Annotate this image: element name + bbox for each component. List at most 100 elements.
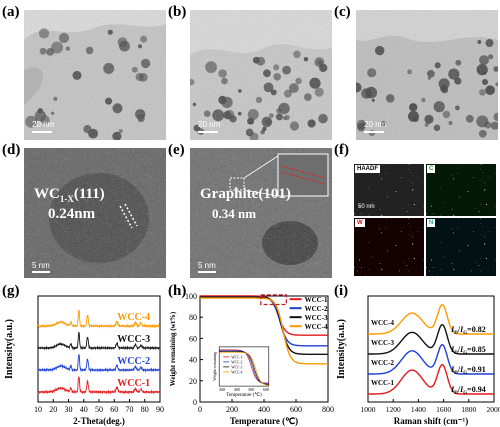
series-label: WCC-2 bbox=[371, 359, 394, 367]
edx-c-svg bbox=[426, 164, 496, 216]
x-tick-label: 1400 bbox=[411, 405, 426, 414]
inset-x-axis-label: Temperature (℃) bbox=[226, 392, 262, 398]
inset-x-tick-label: 600 bbox=[263, 387, 269, 392]
inset-legend-label: WCC-1 bbox=[231, 355, 242, 359]
x-tick-label: 50 bbox=[95, 405, 103, 414]
panel-label-h: (h) bbox=[168, 283, 187, 299]
series-label: WCC-4 bbox=[371, 319, 394, 327]
panel-label-a: (a) bbox=[2, 4, 20, 20]
xrd-series-line bbox=[37, 376, 161, 395]
inset-legend-label: WCC-3 bbox=[231, 365, 242, 369]
legend-label: WCC-2 bbox=[305, 305, 328, 313]
raman-series-line bbox=[368, 343, 494, 375]
x-tick-label: 400 bbox=[258, 405, 270, 414]
raman-series-line bbox=[368, 323, 494, 355]
panel-label-c: (c) bbox=[334, 4, 351, 20]
x-tick-label: 80 bbox=[141, 405, 149, 414]
panel-label-f: (f) bbox=[334, 142, 349, 158]
y-tick-label: 60 bbox=[189, 334, 197, 343]
lattice-annotation-d: WC1-X(111) bbox=[34, 186, 105, 204]
edx-label-n: N bbox=[427, 219, 436, 227]
y-axis-label: Intensity(a.u.) bbox=[336, 319, 347, 379]
tem-image-a bbox=[24, 10, 166, 140]
y-tick-label: 20 bbox=[189, 377, 197, 386]
inset-x-tick-label: 300 bbox=[219, 387, 225, 392]
raman-series-line bbox=[368, 303, 494, 335]
panel-label-d: (d) bbox=[2, 142, 21, 158]
x-tick-label: 600 bbox=[290, 405, 302, 414]
panel-label-i: (i) bbox=[334, 283, 349, 299]
x-tick-label: 90 bbox=[156, 405, 164, 414]
panel-label-g: (g) bbox=[2, 283, 20, 299]
x-axis-label: Temperature (℃) bbox=[230, 416, 298, 426]
tga-chart: 0 200 400 600 800 0 20 40 60 80 100 Temperature (℃)… bbox=[169, 292, 334, 426]
series-label: WCC-2 bbox=[117, 356, 150, 367]
series-label: WCC-3 bbox=[371, 339, 394, 347]
scale-text-c: 20 nm bbox=[364, 120, 387, 129]
legend-label: WCC-1 bbox=[305, 296, 328, 304]
x-tick-label: 30 bbox=[65, 405, 73, 414]
inset-series-line bbox=[219, 351, 269, 385]
y-tick-label: 100 bbox=[185, 292, 197, 301]
xrd-chart: 10 20 30 40 50 60 70 80 90 2-Theta(deg.) Intensity… bbox=[4, 295, 164, 426]
hrtem-e-svg bbox=[190, 148, 332, 278]
raman-series-line bbox=[368, 363, 494, 395]
edx-map-w: W bbox=[354, 218, 424, 276]
d-spacing-e: 0.34 nm bbox=[212, 206, 257, 221]
haadf-image: HAADF 50 nm bbox=[354, 164, 424, 216]
y-axis-label: Intensity(a.u.) bbox=[4, 319, 15, 379]
y-tick-label: 40 bbox=[189, 356, 197, 365]
x-tick-label: 200 bbox=[226, 405, 238, 414]
x-tick-label: 1600 bbox=[436, 405, 451, 414]
intensity-ratio-label: ID/IG=0.94 bbox=[450, 385, 486, 396]
x-tick-label: 70 bbox=[126, 405, 134, 414]
scale-text-a: 20 nm bbox=[32, 120, 55, 129]
x-tick-label: 20 bbox=[49, 405, 57, 414]
tem-image-c bbox=[356, 10, 498, 140]
d-spacing-d: 0.24nm bbox=[48, 206, 96, 222]
x-tick-label: 1200 bbox=[386, 405, 401, 414]
tem-a-svg bbox=[24, 10, 166, 140]
inset-series-line bbox=[219, 351, 269, 386]
scale-text-d: 5 nm bbox=[32, 261, 50, 270]
legend-label: WCC-3 bbox=[305, 314, 328, 322]
scale-bar-a bbox=[32, 131, 52, 133]
series-label: WCC-1 bbox=[117, 378, 150, 389]
inset-y-axis-label: Weight remaining bbox=[212, 352, 217, 381]
edx-map-c: C bbox=[426, 164, 496, 216]
y-axis-label: Weight remaining (wt%) bbox=[169, 311, 177, 386]
panel-label-b: (b) bbox=[168, 4, 187, 20]
xrd-series-line bbox=[37, 331, 161, 351]
scale-bar-b bbox=[198, 131, 218, 133]
intensity-ratio-label: ID/IG=0.82 bbox=[450, 325, 486, 336]
tga-series-line bbox=[200, 297, 328, 365]
hrtem-image-d bbox=[24, 148, 166, 278]
x-tick-label: 2000 bbox=[487, 405, 500, 414]
series-label: WCC-1 bbox=[371, 379, 394, 387]
x-tick-label: 0 bbox=[198, 405, 202, 414]
edx-n-svg bbox=[426, 218, 496, 276]
tga-series-line bbox=[200, 296, 328, 355]
tem-c-svg bbox=[356, 10, 498, 140]
x-axis-label: Raman shift (cm⁻¹) bbox=[394, 416, 468, 426]
intensity-ratio-label: ID/IG=0.85 bbox=[450, 345, 486, 356]
series-label: WCC-4 bbox=[117, 312, 150, 323]
edx-map-n: N bbox=[426, 218, 496, 276]
hrtem-d-svg bbox=[24, 148, 166, 278]
scale-text-f: 50 nm bbox=[358, 204, 375, 210]
scale-bar-d bbox=[32, 271, 50, 273]
scale-bar-c bbox=[364, 131, 384, 133]
scale-text-b: 20 nm bbox=[198, 120, 221, 129]
tem-image-b bbox=[190, 10, 332, 140]
edx-label-c: C bbox=[427, 165, 436, 173]
x-tick-label: 10 bbox=[34, 405, 42, 414]
scale-bar-e bbox=[198, 271, 216, 273]
xrd-series-line bbox=[37, 309, 161, 329]
x-axis-label: 2-Theta(deg.) bbox=[73, 416, 125, 426]
inset-legend-label: WCC-2 bbox=[231, 360, 242, 364]
series-label: WCC-3 bbox=[117, 334, 150, 345]
panel-label-e: (e) bbox=[168, 142, 185, 158]
lattice-annotation-e: Graphite(101) bbox=[200, 186, 291, 202]
zoom-region-box bbox=[260, 294, 288, 306]
